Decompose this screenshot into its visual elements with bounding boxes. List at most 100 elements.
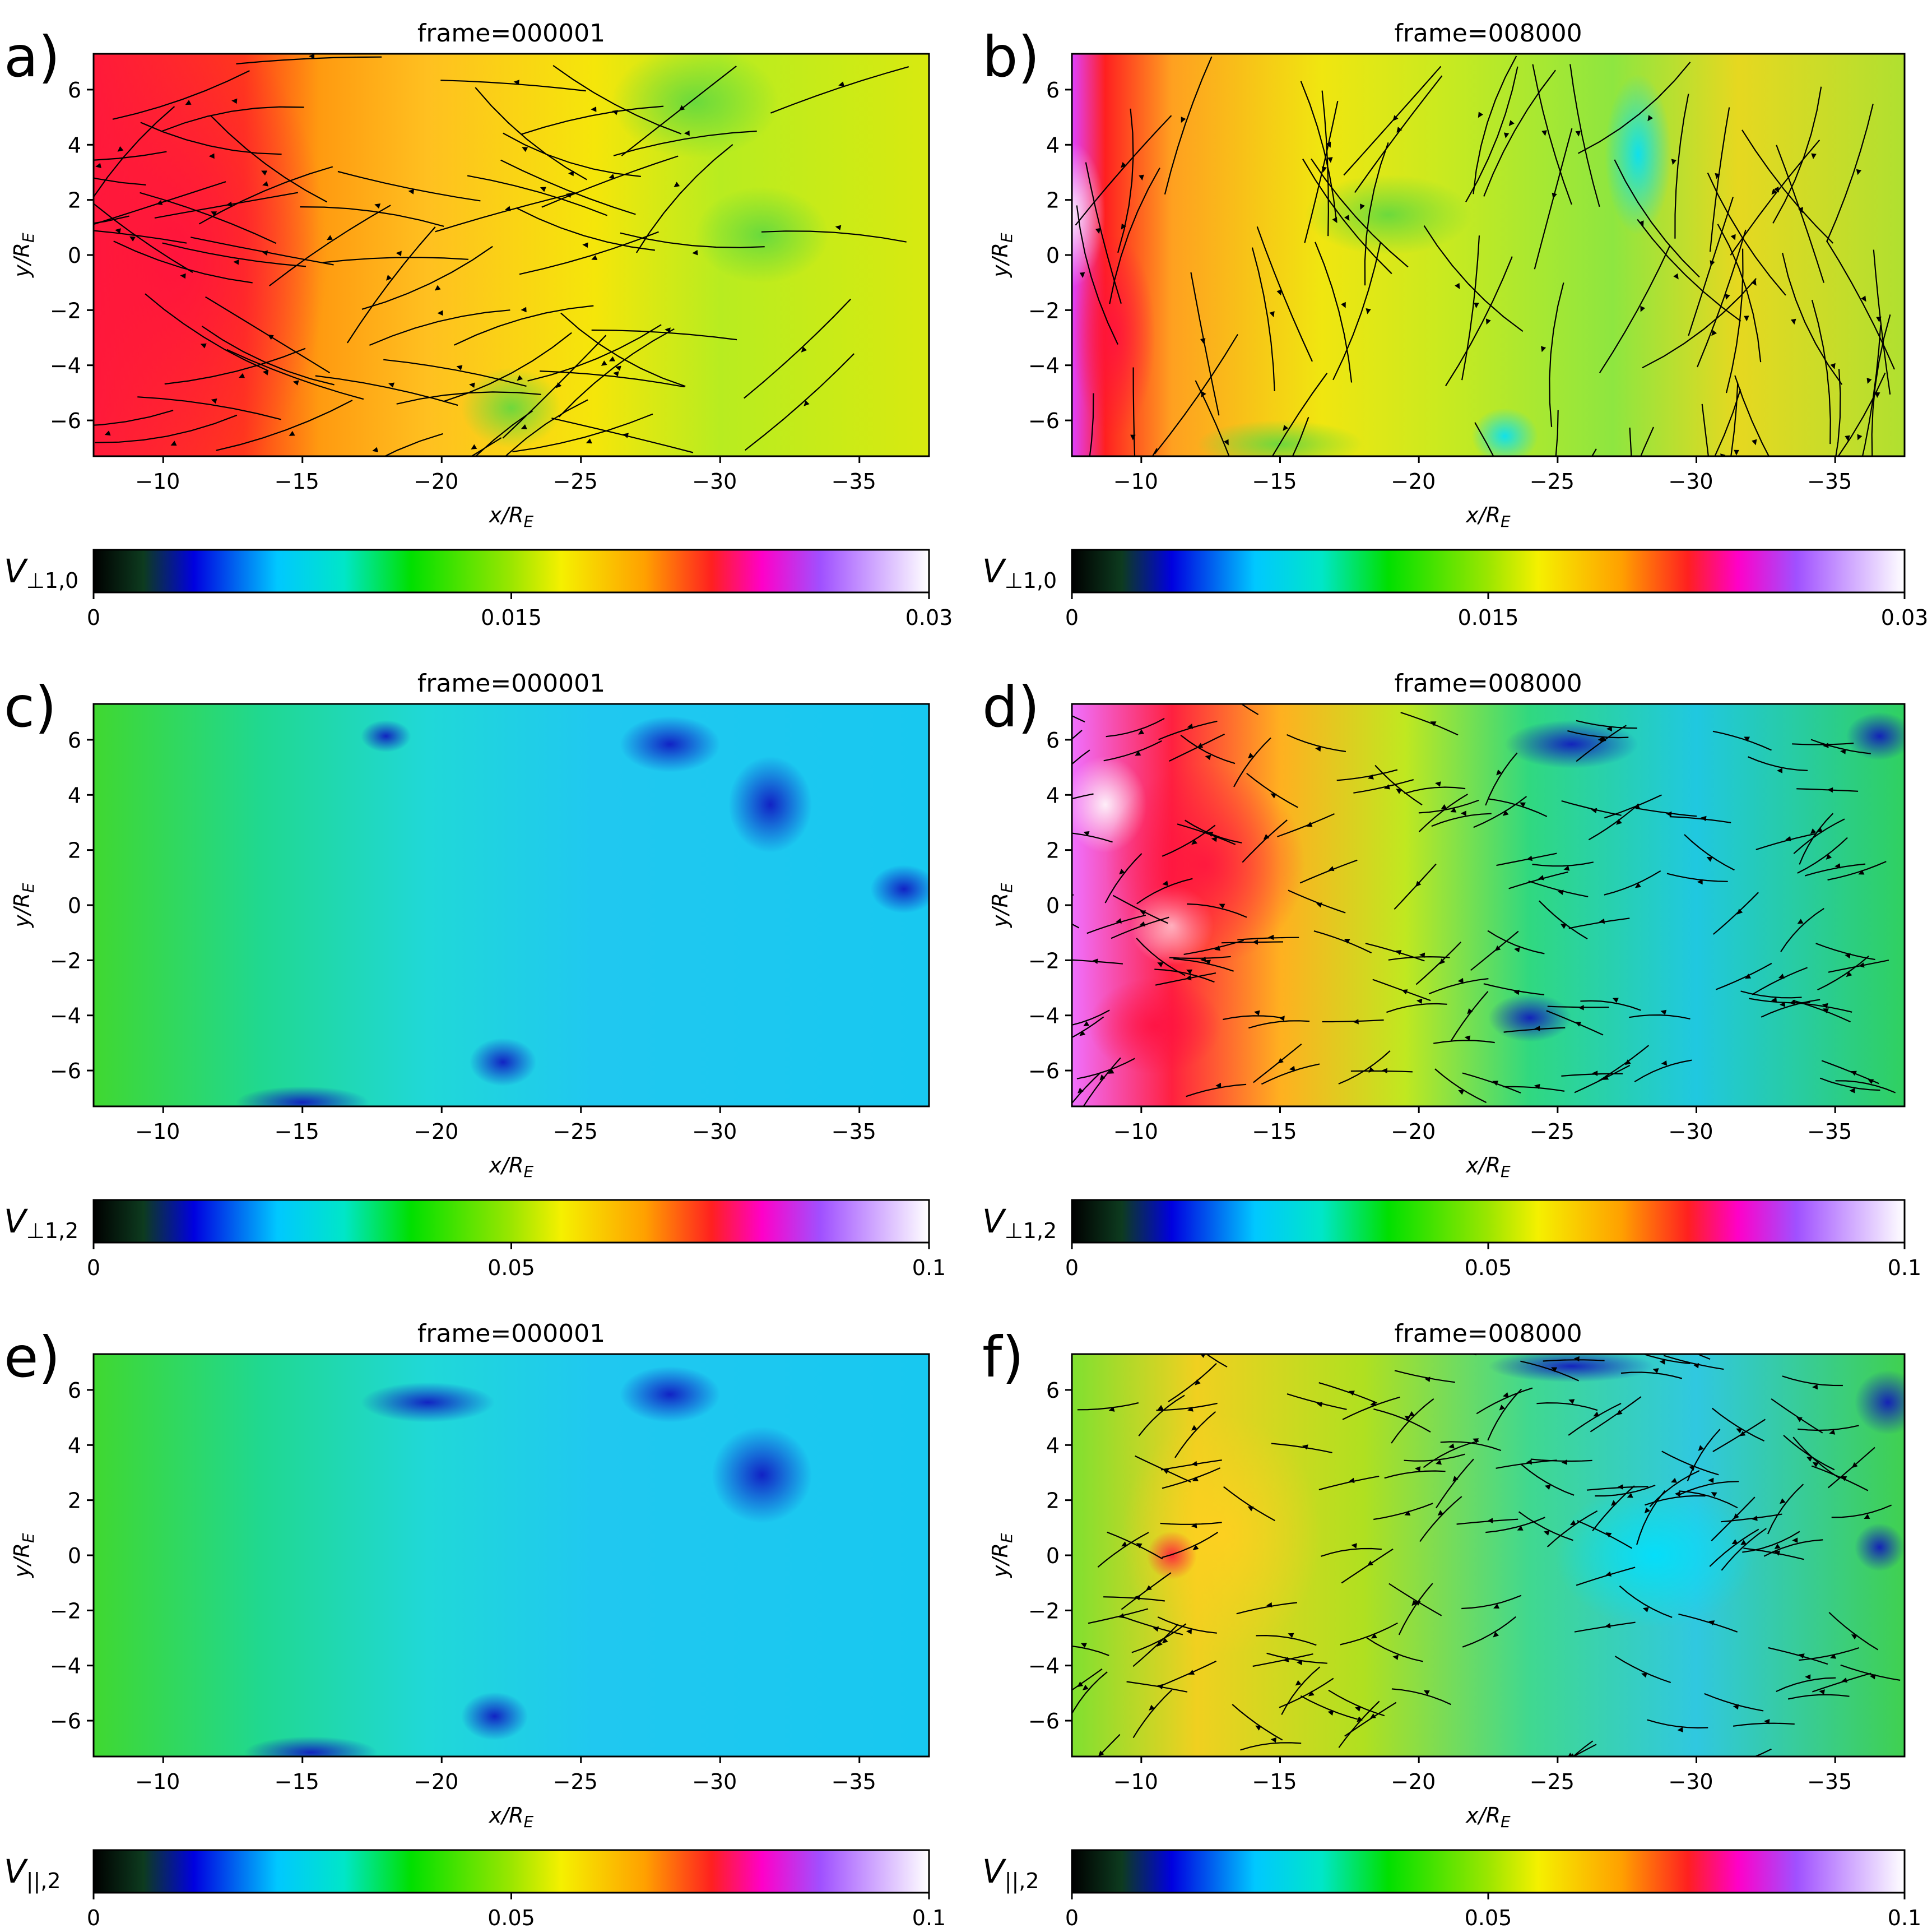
streamline-arrow — [1059, 745, 1065, 750]
streamline-arrow — [1725, 294, 1730, 300]
streamline — [1252, 1653, 1313, 1667]
streamline-arrow — [1357, 1716, 1363, 1722]
streamline — [1341, 1548, 1394, 1584]
y-tick-label: 6 — [68, 78, 81, 103]
streamline — [1126, 1681, 1188, 1693]
streamline — [1097, 1532, 1149, 1568]
streamline — [1549, 282, 1564, 427]
streamline — [1684, 834, 1735, 871]
streamline — [1614, 159, 1700, 278]
streamline-arrow — [1778, 974, 1785, 979]
heatmap-feature — [461, 1692, 528, 1741]
streamline — [1717, 224, 1762, 363]
streamline — [1666, 873, 1728, 882]
streamline — [1817, 956, 1869, 991]
streamline — [1318, 1475, 1380, 1491]
streamline-arrow — [1671, 1477, 1677, 1483]
y-tick-label: 2 — [1046, 1489, 1060, 1513]
streamline — [1157, 1616, 1217, 1634]
streamline — [1520, 1360, 1580, 1382]
colorbar-label-subscript: ⊥1,0 — [26, 568, 79, 593]
streamline — [1344, 1702, 1397, 1737]
streamline-arrow — [1077, 1681, 1084, 1687]
streamline-arrow — [1599, 918, 1605, 924]
streamline-arrow — [1392, 115, 1399, 121]
heatmap-feature — [1305, 174, 1472, 256]
heatmap-field — [1072, 54, 1905, 456]
colorbar — [1071, 549, 1906, 594]
streamline-arrow — [1157, 1684, 1163, 1690]
streamline-arrow — [1736, 1428, 1743, 1434]
streamline-arrow — [1771, 997, 1777, 1003]
streamline-arrow — [1689, 1465, 1695, 1471]
x-tick-label: −20 — [414, 1769, 458, 1794]
streamline-arrow — [1080, 1643, 1087, 1648]
streamline-arrow — [1858, 869, 1865, 875]
streamline — [1388, 1583, 1442, 1616]
streamline-arrow — [1792, 1537, 1798, 1543]
streamline-arrow — [1845, 435, 1850, 442]
streamline — [1169, 956, 1231, 960]
streamline — [1485, 1517, 1545, 1533]
streamline-arrow — [1408, 1411, 1415, 1417]
streamline-arrow — [1371, 1633, 1377, 1639]
streamline — [1072, 715, 1085, 722]
y-tick-label: 4 — [68, 1433, 81, 1458]
heatmap-feature — [361, 1382, 495, 1423]
colorbar-tick-label: 0.015 — [1458, 605, 1519, 630]
streamline — [1445, 256, 1513, 387]
streamline-arrow — [1215, 1082, 1222, 1088]
streamline-arrow — [1819, 1689, 1825, 1695]
streamline — [1086, 914, 1146, 934]
streamline-arrow — [1278, 1058, 1284, 1064]
streamline-arrow — [1186, 969, 1192, 975]
x-tick-label: −30 — [1668, 1119, 1713, 1144]
streamline — [1567, 730, 1629, 739]
streamline-arrow — [1108, 1406, 1115, 1412]
streamline-arrow — [1822, 1003, 1828, 1009]
streamline — [1168, 1362, 1217, 1402]
streamline-arrow — [1341, 302, 1346, 308]
colorbar-label: V⊥1,0 — [982, 552, 1057, 593]
colorbar-tick-label: 0.03 — [905, 605, 953, 630]
streamline-arrow — [838, 81, 844, 87]
streamline-arrow — [129, 236, 136, 242]
streamline — [1741, 129, 1834, 244]
streamline — [1155, 972, 1216, 986]
streamline — [1721, 1528, 1767, 1571]
panel-title: frame=000001 — [417, 19, 605, 48]
colorbar — [92, 1849, 930, 1894]
streamline-arrow — [1135, 750, 1141, 756]
streamline-arrow — [1671, 159, 1676, 165]
streamline — [1223, 1015, 1284, 1021]
streamline — [1743, 1547, 1804, 1560]
colorbar-tick-label: 0.1 — [1888, 1906, 1921, 1928]
streamline — [1271, 373, 1328, 456]
colorbar-tick-label: 0.05 — [1465, 1906, 1512, 1928]
streamline — [1619, 1585, 1673, 1618]
heatmap-feature — [1854, 1370, 1905, 1435]
streamline — [1763, 1539, 1823, 1557]
streamline-arrow — [1737, 909, 1743, 915]
panel-d: −10 −15 −20 −25 −30 −35−6−4−20246x/REy/REfram… — [982, 669, 1921, 1280]
streamline-arrow — [1866, 378, 1872, 384]
streamline — [1580, 1000, 1641, 1011]
streamline — [1576, 720, 1637, 729]
streamline-arrow — [1473, 1438, 1479, 1444]
streamline — [1431, 813, 1492, 827]
streamline-arrow — [471, 444, 477, 449]
streamline-arrow — [1354, 1706, 1361, 1712]
x-tick-label: −30 — [1668, 469, 1713, 494]
streamline — [1826, 104, 1874, 242]
streamline — [1256, 226, 1313, 362]
streamline — [1072, 894, 1074, 896]
streamline-arrow — [1711, 1492, 1717, 1498]
streamline — [1304, 100, 1339, 243]
streamline — [1810, 739, 1871, 754]
streamline — [1812, 1672, 1871, 1693]
streamline-arrow — [1248, 753, 1254, 759]
heatmap-feature — [695, 186, 829, 284]
colorbar-label-subscript: ⊥1,2 — [26, 1218, 79, 1243]
streamline — [1076, 205, 1118, 345]
streamline — [1418, 799, 1479, 814]
